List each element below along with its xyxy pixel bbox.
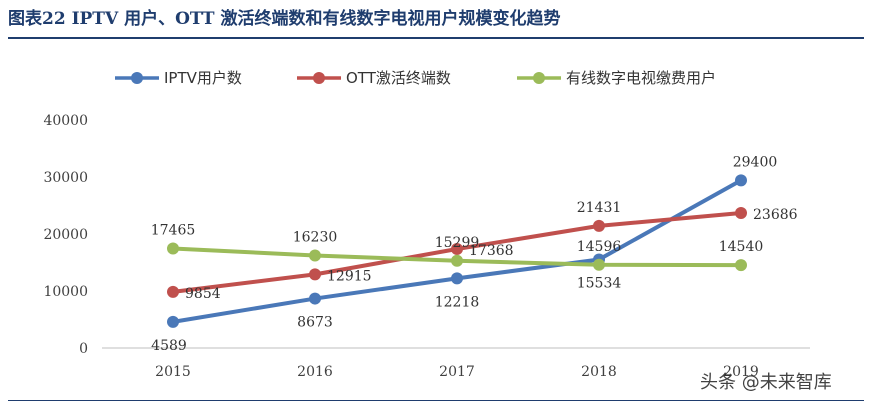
chart-axes: 0 10000 20000 30000 40000 2015 2016 2017 2018 201… — [43, 113, 810, 380]
data-label: 23686 — [753, 207, 798, 223]
y-tick-label: 20000 — [43, 227, 88, 243]
data-point — [167, 315, 179, 328]
legend-entry: 有线数字电视缴费用户 — [566, 69, 716, 87]
y-tick-label: 40000 — [43, 113, 88, 129]
x-tick-label: 2018 — [581, 364, 617, 380]
x-tick-label: 2016 — [297, 364, 333, 380]
data-point — [451, 243, 463, 256]
x-tick-label: 2017 — [439, 364, 475, 380]
data-label: 12218 — [435, 294, 480, 310]
data-label: 4589 — [151, 338, 187, 354]
data-label: 12915 — [327, 268, 372, 284]
data-label: 29400 — [733, 154, 778, 170]
data-label: 9854 — [185, 286, 221, 302]
chart-data-labels: 4589 8673 12218 15534 29400 9854 12915 17368 214… — [151, 154, 798, 353]
bottom-rule — [8, 400, 864, 401]
title-rule — [8, 37, 864, 39]
data-point — [167, 285, 179, 298]
data-point — [593, 219, 605, 232]
legend-entry: IPTV用户数 — [164, 69, 242, 87]
legend-swatch-marker — [313, 72, 325, 84]
data-point — [167, 242, 179, 255]
data-label: 21431 — [577, 200, 622, 216]
chart-legend: IPTV用户数 OTT激活终端数 有线数字电视缴费用户 — [115, 69, 716, 87]
chart-series — [167, 174, 747, 328]
data-label: 15534 — [577, 275, 622, 291]
data-point — [593, 258, 605, 271]
watermark: 头条 @未来智库 — [700, 372, 832, 393]
data-point — [451, 254, 463, 267]
data-label: 17465 — [151, 222, 196, 238]
data-label: 8673 — [297, 315, 333, 331]
data-label: 16230 — [293, 229, 338, 245]
x-tick-label: 2019 — [723, 364, 759, 380]
data-label: 14540 — [719, 239, 764, 255]
data-point — [309, 268, 321, 281]
y-tick-label: 10000 — [43, 284, 88, 300]
y-tick-label: 0 — [79, 341, 88, 357]
data-label: 17368 — [469, 243, 514, 259]
data-point — [309, 292, 321, 305]
figure-title: 图表22 IPTV 用户、OTT 激活终端数和有线数字电视用户规模变化趋势 — [8, 9, 561, 29]
data-label: 14596 — [577, 239, 622, 255]
data-label: 15299 — [435, 235, 480, 251]
legend-swatch-marker — [131, 72, 143, 84]
x-tick-label: 2015 — [155, 364, 191, 380]
data-point — [735, 206, 747, 219]
data-point — [451, 272, 463, 285]
data-point — [735, 259, 747, 272]
legend-swatch-marker — [533, 72, 545, 84]
legend-entry: OTT激活终端数 — [346, 69, 451, 87]
y-tick-label: 30000 — [43, 170, 88, 186]
data-point — [309, 249, 321, 262]
data-point — [735, 174, 747, 187]
